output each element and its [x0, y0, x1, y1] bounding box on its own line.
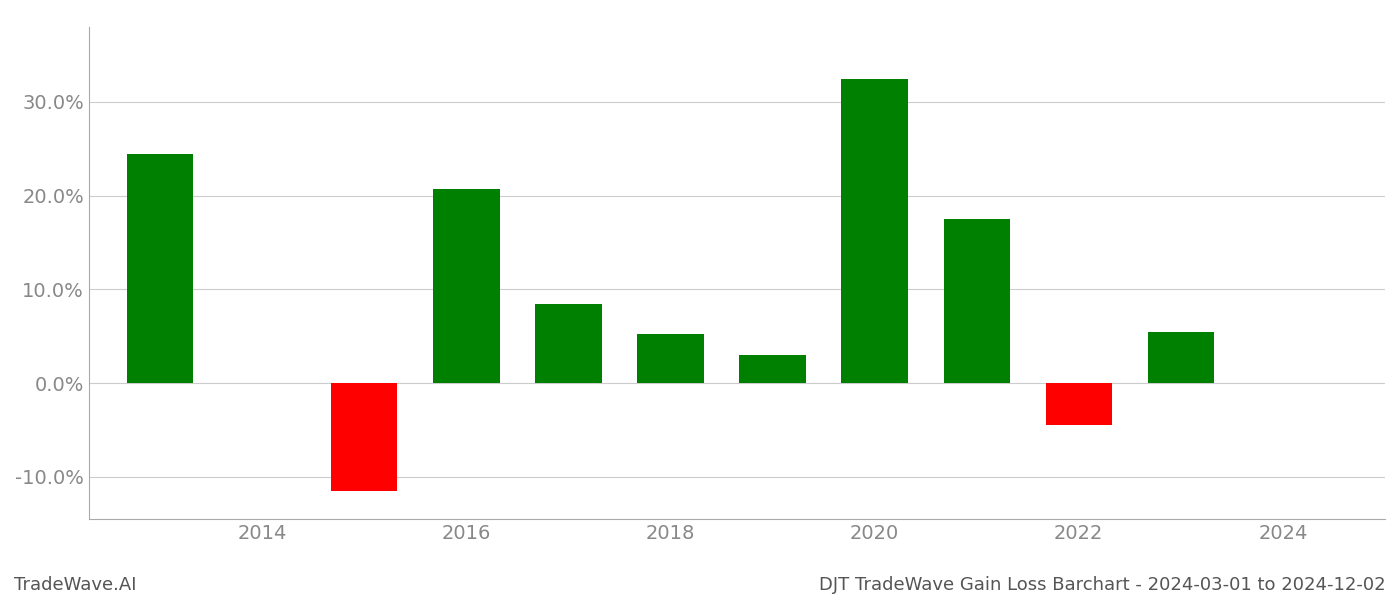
Bar	[535, 304, 602, 383]
Bar	[739, 355, 806, 383]
Bar	[1148, 332, 1214, 383]
Bar	[332, 383, 398, 491]
Text: TradeWave.AI: TradeWave.AI	[14, 576, 137, 594]
Bar	[841, 79, 907, 383]
Bar	[433, 189, 500, 383]
Bar	[637, 334, 704, 383]
Bar	[944, 219, 1009, 383]
Bar	[1046, 383, 1112, 425]
Text: DJT TradeWave Gain Loss Barchart - 2024-03-01 to 2024-12-02: DJT TradeWave Gain Loss Barchart - 2024-…	[819, 576, 1386, 594]
Bar	[127, 154, 193, 383]
